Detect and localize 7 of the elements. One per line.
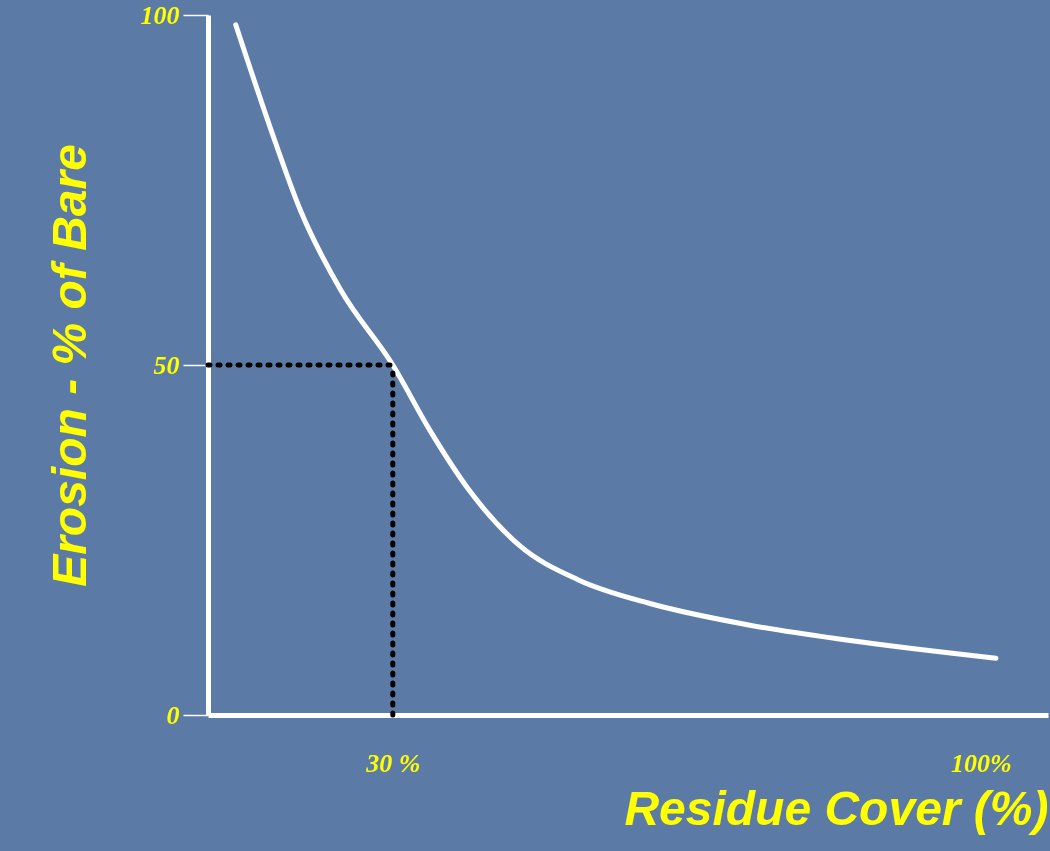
x-tick-label: 100% (950, 748, 1012, 778)
y-axis-title: Erosion - % of Bare (42, 144, 96, 587)
x-axis-title: Residue Cover (%) (624, 781, 1049, 835)
y-tick-label: 0 (166, 700, 180, 730)
y-tick-label: 100 (140, 0, 180, 30)
x-tick-label: 30 % (365, 748, 421, 778)
y-tick-label: 50 (153, 350, 180, 380)
